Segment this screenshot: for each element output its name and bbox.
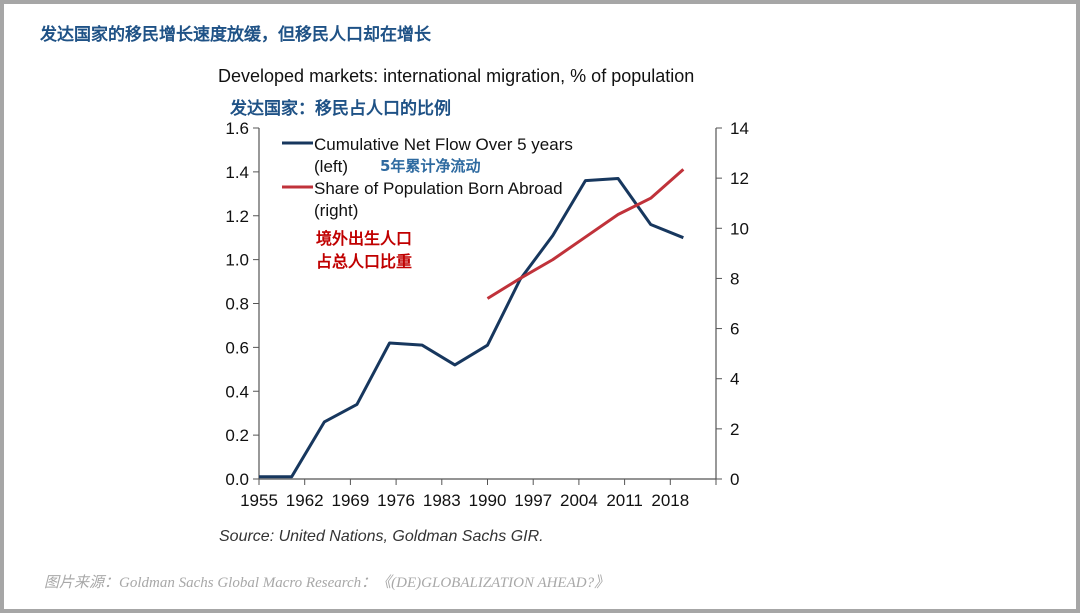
right-tick-label: 14 [730, 119, 749, 138]
chart-title: Developed markets: international migrati… [218, 66, 695, 86]
chart: 0.0 0.2 0.4 0.6 0.8 1.0 1.2 1.4 1.6 0 2 4 6 8 10 12 14 19… [225, 119, 749, 510]
left-tick-label: 1.0 [225, 251, 249, 270]
left-tick-label: 0.2 [225, 426, 249, 445]
x-tick-label: 1990 [469, 491, 507, 510]
chart-subtitle: 发达国家：移民占人口的比例 [230, 99, 451, 119]
x-tick-label: 2018 [651, 491, 689, 510]
legend-label-net-flow: Cumulative Net Flow Over 5 years [314, 135, 573, 154]
legend-label-born-abroad: Share of Population Born Abroad [314, 179, 563, 198]
left-tick-label: 1.2 [225, 207, 249, 226]
x-tick-label: 1983 [423, 491, 461, 510]
x-tick-label: 2011 [606, 491, 643, 510]
x-tick-label: 1969 [331, 491, 369, 510]
right-tick-label: 4 [730, 370, 739, 389]
left-tick-label: 0.0 [225, 470, 249, 489]
left-tick-label: 0.6 [225, 338, 249, 357]
image-credit: 图片来源：Goldman Sachs Global Macro Research… [44, 575, 610, 591]
left-tick-label: 0.8 [225, 295, 249, 314]
net-flow-line [259, 176, 684, 479]
right-tick-label: 2 [730, 420, 739, 439]
x-tick-label: 2004 [560, 491, 598, 510]
right-tick-label: 8 [730, 269, 739, 288]
left-tick-label: 1.6 [225, 119, 249, 138]
x-tick-label: 1962 [286, 491, 324, 510]
headline: 发达国家的移民增长速度放缓，但移民人口却在增长 [40, 25, 431, 45]
legend-label-net-flow-axis: (left) [314, 157, 348, 176]
legend-annotation-born-abroad: 占总人口比重 [316, 252, 412, 271]
x-tick-label: 1976 [377, 491, 415, 510]
source-note: Source: United Nations, Goldman Sachs GI… [219, 528, 544, 545]
right-tick-label: 12 [730, 169, 749, 188]
legend-label-born-abroad-axis: (right) [314, 201, 358, 220]
right-tick-label: 6 [730, 320, 739, 339]
x-tick-label: 1955 [240, 491, 278, 510]
left-tick-label: 0.4 [225, 382, 249, 401]
x-tick-label: 1997 [514, 491, 552, 510]
legend-annotation-net-flow: 5年累计净流动 [380, 157, 480, 175]
right-tick-label: 0 [730, 470, 739, 489]
right-tick-label: 10 [730, 219, 749, 238]
left-tick-label: 1.4 [225, 163, 249, 182]
legend-annotation-born-abroad: 境外出生人口 [316, 229, 412, 248]
